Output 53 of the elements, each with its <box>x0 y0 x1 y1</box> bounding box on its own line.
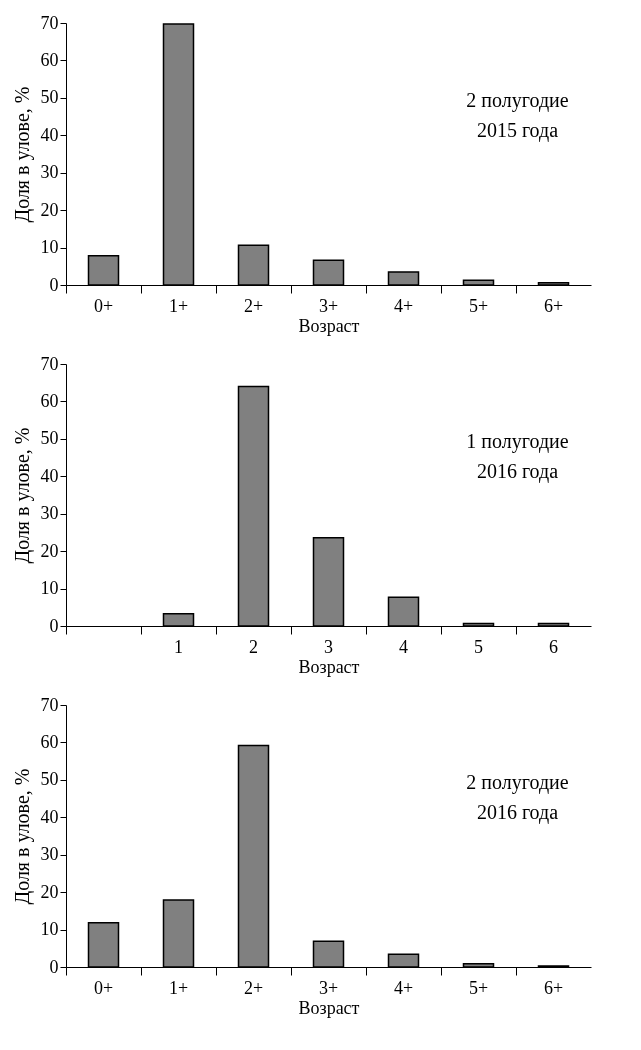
x-tick-label: 6+ <box>543 977 564 998</box>
y-tick-label: 0 <box>49 615 59 636</box>
y-axis-title: Доля в улове, % <box>10 427 34 564</box>
x-tick-label: 2+ <box>243 295 264 316</box>
y-tick-label: 50 <box>40 769 59 790</box>
x-tick-label: 5+ <box>468 977 489 998</box>
y-axis-title: Доля в улове, % <box>10 768 34 905</box>
y-tick-label: 70 <box>40 12 59 33</box>
x-tick-label: 3+ <box>318 977 339 998</box>
x-tick-label: 2 <box>249 636 258 657</box>
x-tick-label: 4+ <box>393 977 414 998</box>
y-tick-label: 70 <box>40 353 59 374</box>
y-tick-label: 20 <box>40 199 59 220</box>
x-tick-label: 0+ <box>93 295 114 316</box>
y-tick-label: 70 <box>40 694 59 715</box>
annotation: 2 полугодие 2016 года <box>466 771 569 825</box>
x-tick-label: 4+ <box>393 295 414 316</box>
annotation: 1 полугодие 2016 года <box>466 430 569 484</box>
y-tick-label: 10 <box>40 237 59 258</box>
y-tick-label: 30 <box>40 844 59 865</box>
y-tick-label: 10 <box>40 578 59 599</box>
y-tick-label: 50 <box>40 428 59 449</box>
y-tick-label: 0 <box>49 274 59 295</box>
x-axis-title: Возраст <box>298 656 360 677</box>
x-tick-label: 6+ <box>543 295 564 316</box>
x-tick-label: 2+ <box>243 977 264 998</box>
y-tick-label: 50 <box>40 87 59 108</box>
y-tick-label: 20 <box>40 540 59 561</box>
y-tick-label: 40 <box>40 465 59 486</box>
x-tick-label: 3+ <box>318 295 339 316</box>
y-tick-label: 30 <box>40 503 59 524</box>
annotation: 2 полугодие 2015 года <box>466 89 569 143</box>
y-tick-label: 40 <box>40 124 59 145</box>
y-tick-label: 60 <box>40 49 59 70</box>
x-tick-label: 3 <box>324 636 333 657</box>
y-tick-label: 20 <box>40 881 59 902</box>
x-tick-label: 4 <box>399 636 408 657</box>
y-tick-label: 60 <box>40 390 59 411</box>
x-tick-label: 6 <box>549 636 558 657</box>
y-tick-label: 60 <box>40 731 59 752</box>
x-tick-label: 0+ <box>93 977 114 998</box>
y-tick-label: 40 <box>40 806 59 827</box>
y-tick-label: 10 <box>40 919 59 940</box>
y-tick-label: 30 <box>40 162 59 183</box>
x-tick-label: 5 <box>474 636 483 657</box>
y-tick-label: 0 <box>49 956 59 977</box>
x-tick-label: 1 <box>174 636 183 657</box>
x-tick-label: 1+ <box>168 977 189 998</box>
x-axis-title: Возраст <box>298 997 360 1018</box>
x-tick-label: 5+ <box>468 295 489 316</box>
y-axis-title: Доля в улове, % <box>10 86 34 223</box>
x-tick-label: 1+ <box>168 295 189 316</box>
x-axis-title: Возраст <box>298 315 360 336</box>
